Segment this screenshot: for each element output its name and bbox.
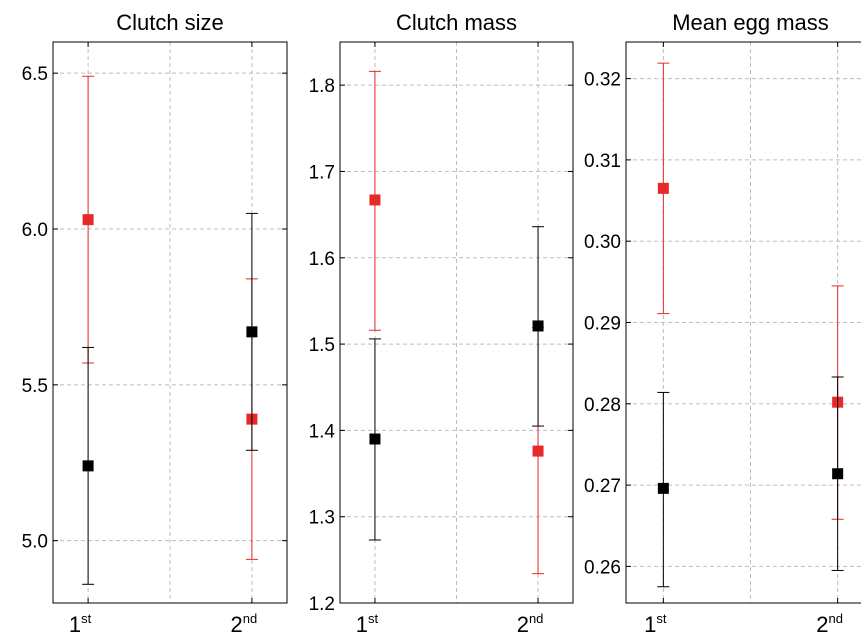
black-series-marker	[369, 433, 381, 445]
x-tick-superscript: st	[368, 611, 379, 626]
black-series-marker	[832, 468, 844, 480]
y-tick-label: 6.0	[22, 220, 48, 241]
chart-panel-3: Mean egg mass 0.26 0.27 0.28 0.29 0.30 0.31 0.3…	[584, 10, 861, 636]
x-tick-number: 1	[644, 612, 656, 636]
y-tick-label: 1.8	[309, 76, 335, 97]
panel-title: Clutch mass	[396, 10, 517, 35]
panel-title: Mean egg mass	[672, 10, 829, 35]
x-tick-number: 1	[69, 612, 81, 636]
red-series-marker	[657, 182, 669, 194]
x-tick-superscript: nd	[243, 611, 257, 626]
y-tick-label: 0.28	[584, 395, 621, 416]
y-tick-label: 1.5	[309, 335, 335, 356]
y-tick-label: 1.6	[309, 249, 335, 270]
x-tick-superscript: st	[656, 611, 667, 626]
y-tick-label: 5.5	[22, 376, 48, 397]
red-series-marker	[369, 194, 381, 206]
x-tick-number: 1	[356, 612, 368, 636]
y-tick-label: 5.0	[22, 532, 48, 553]
x-tick-label: 2nd	[517, 611, 544, 636]
x-tick-superscript: nd	[829, 611, 843, 626]
x-tick-number: 2	[231, 612, 243, 636]
x-tick-label: 2nd	[231, 611, 258, 636]
chart-panel-1: Clutch size 5.0 5.5 6.0 6.5 1st 2nd	[22, 10, 288, 636]
red-series-marker	[82, 214, 94, 226]
plot-frame	[52, 41, 288, 604]
x-tick-label: 1st	[644, 611, 667, 636]
y-tick-label: 0.30	[584, 232, 621, 253]
panel-title: Clutch size	[116, 10, 224, 35]
y-tick-label: 0.32	[584, 70, 621, 91]
y-tick-label: 1.2	[309, 594, 335, 615]
y-tick-label: 0.29	[584, 314, 621, 335]
red-series-marker	[532, 445, 544, 457]
y-tick-label: 0.27	[584, 476, 621, 497]
x-tick-label: 1st	[69, 611, 92, 636]
black-series-marker	[246, 326, 258, 338]
x-tick-superscript: st	[81, 611, 92, 626]
chart-panel-2: Clutch mass 1.2 1.3 1.4 1.5 1.6 1.7 1.8 1st 2nd	[309, 10, 574, 636]
y-tick-label: 1.3	[309, 508, 335, 529]
y-tick-label: 0.31	[584, 151, 621, 172]
black-series-marker	[82, 460, 94, 472]
black-series-marker	[532, 320, 544, 332]
x-tick-label: 1st	[356, 611, 379, 636]
plot-frame	[339, 41, 574, 604]
x-tick-superscript: nd	[529, 611, 543, 626]
x-tick-label: 2nd	[816, 611, 843, 636]
y-tick-label: 1.7	[309, 162, 335, 183]
plot-frame	[625, 41, 861, 604]
black-series-marker	[657, 482, 669, 494]
y-tick-label: 0.26	[584, 557, 621, 578]
x-tick-number: 2	[517, 612, 529, 636]
y-tick-label: 6.5	[22, 64, 48, 85]
y-tick-label: 1.4	[309, 421, 336, 442]
x-tick-number: 2	[816, 612, 828, 636]
